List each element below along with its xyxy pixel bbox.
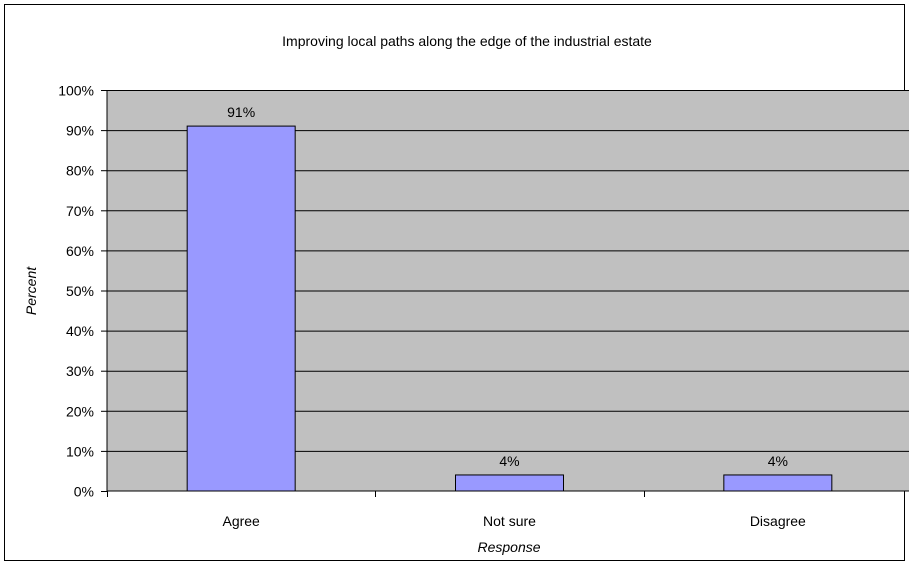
x-axis-ticks: Agree Not sure Disagree (107, 491, 806, 529)
data-label-not-sure: 4% (499, 453, 519, 469)
bar-disagree (723, 474, 833, 492)
y-tick-label: 20% (66, 403, 94, 419)
x-tick-label-not-sure: Not sure (483, 513, 536, 529)
y-tick-label: 80% (66, 163, 94, 179)
y-tick-label: 0% (74, 484, 94, 500)
x-tick-label-disagree: Disagree (750, 513, 806, 529)
bars (186, 125, 833, 492)
y-tick-label: 40% (66, 323, 94, 339)
data-label-agree: 91% (227, 104, 255, 120)
y-tick-label: 30% (66, 363, 94, 379)
y-tick-label: 100% (58, 83, 94, 99)
bar-agree (186, 125, 296, 492)
x-tick-label-agree: Agree (222, 513, 260, 529)
data-label-disagree: 4% (768, 453, 788, 469)
bar-not-sure (455, 474, 564, 492)
y-axis-ticks: 0% 10% 20% 30% 40% 50% 60% 70% 80% 90% 100% (58, 83, 107, 500)
data-labels: 91% 4% 4% (227, 104, 788, 469)
x-axis-title: Response (477, 539, 540, 555)
y-axis-title: Percent (23, 266, 39, 315)
chart-title: Improving local paths along the edge of … (282, 33, 652, 49)
y-tick-label: 60% (66, 243, 94, 259)
y-tick-label: 50% (66, 283, 94, 299)
y-tick-label: 10% (66, 443, 94, 459)
y-tick-label: 90% (66, 123, 94, 139)
y-tick-label: 70% (66, 203, 94, 219)
